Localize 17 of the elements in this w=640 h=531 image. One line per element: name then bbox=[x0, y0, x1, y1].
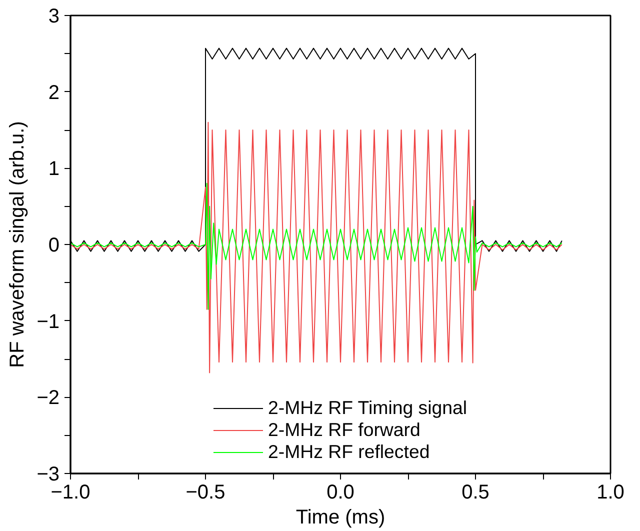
y-tick-label: 2 bbox=[48, 82, 60, 104]
y-tick-label: 0 bbox=[48, 234, 60, 256]
x-tick-label: 0.5 bbox=[462, 482, 490, 504]
y-tick-label: −1 bbox=[36, 310, 60, 333]
x-tick-label: 1.0 bbox=[596, 482, 624, 504]
legend-label: 2-MHz RF forward bbox=[268, 419, 420, 441]
line-series bbox=[70, 122, 562, 374]
y-axis-title: RF waveform singal (arb.u.) bbox=[6, 121, 29, 368]
x-axis-title: Time (ms) bbox=[296, 506, 386, 528]
x-tick-label: −0.5 bbox=[186, 482, 226, 504]
y-tick-label: −2 bbox=[36, 387, 60, 410]
y-tick-label: 3 bbox=[48, 6, 60, 28]
legend-label: 2-MHz RF Timing signal bbox=[268, 397, 468, 419]
line-series bbox=[70, 182, 562, 310]
legend-label: 2-MHz RF reflected bbox=[268, 441, 430, 463]
y-tick-label: 1 bbox=[48, 158, 60, 180]
x-tick-label: 0.0 bbox=[326, 482, 354, 504]
